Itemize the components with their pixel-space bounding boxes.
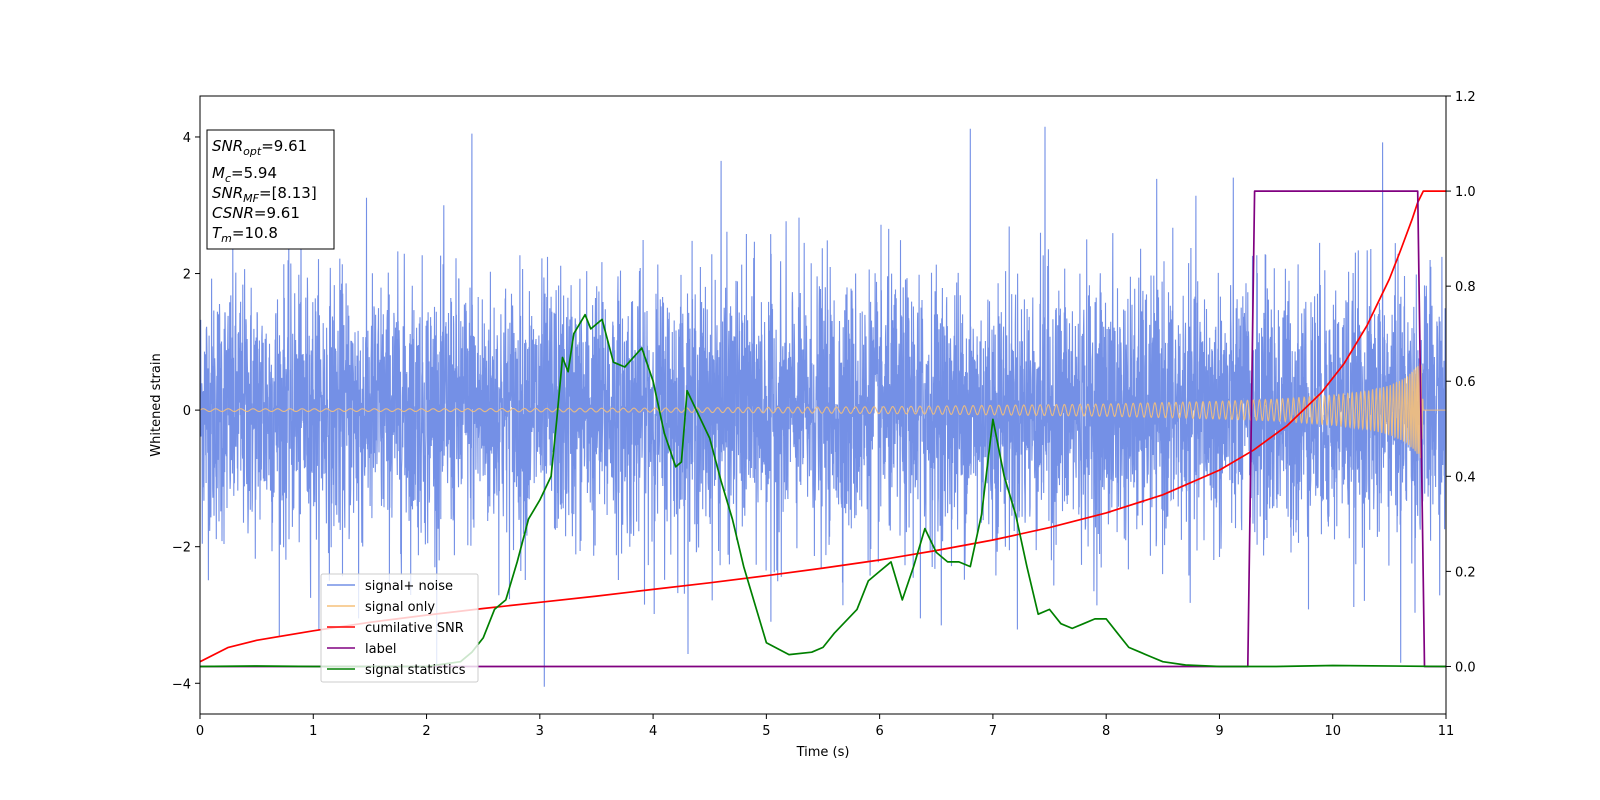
y-tick-label-left: −2 [172, 541, 191, 556]
legend-item-signal-statistics: signal statistics [327, 663, 466, 678]
svg-text:Tm=10.8: Tm=10.8 [212, 224, 278, 245]
x-tick-label: 10 [1324, 724, 1341, 739]
series-signal-only-line [200, 363, 1446, 459]
svg-text:CSNR=9.61: CSNR=9.61 [212, 204, 300, 222]
x-tick-label: 5 [762, 724, 770, 739]
y-tick-label-right: 1.0 [1455, 185, 1476, 200]
legend-label-signal-statistics: signal statistics [365, 663, 466, 678]
legend-label-label: label [365, 642, 396, 657]
y-tick-label-left: 4 [183, 131, 191, 146]
y-tick-label-right: 0.0 [1455, 660, 1476, 675]
x-tick-label: 2 [422, 724, 430, 739]
x-tick-label: 6 [875, 724, 883, 739]
y-tick-label-right: 1.2 [1455, 90, 1476, 105]
x-tick-label: 1 [309, 724, 317, 739]
y-tick-label-right: 0.6 [1455, 375, 1476, 390]
y-axis-label: Whitened strain [149, 353, 164, 456]
svg-text:Mc=5.94: Mc=5.94 [212, 164, 277, 185]
svg-text:SNRMF=[8.13]: SNRMF=[8.13] [212, 184, 317, 205]
series-signal-noise-line [200, 126, 1446, 687]
legend-item-signal-only: signal only [327, 600, 435, 615]
svg-text:SNRopt=9.61: SNRopt=9.61 [212, 137, 307, 158]
y-tick-label-left: −4 [172, 677, 191, 692]
legend-item-label: label [327, 642, 396, 657]
series-signal-statistics-line [200, 313, 1446, 668]
legend-label-signal-only: signal only [365, 600, 435, 615]
legend-item-cumulative-snr: cumilative SNR [327, 621, 464, 636]
legend-label-signal-noise: signal+ noise [365, 579, 453, 594]
y-tick-label-left: 2 [183, 268, 191, 283]
x-tick-label: 0 [196, 724, 204, 739]
legend-label-cumulative-snr: cumilative SNR [365, 621, 464, 636]
info-box: SNRopt=9.61 Mc=5.94 SNRMF=[8.13] CSNR=9.… [206, 129, 335, 250]
x-axis-label: Time (s) [796, 745, 850, 760]
x-tick-label: 4 [649, 724, 657, 739]
y-tick-label-right: 0.4 [1455, 470, 1476, 485]
legend-item-signal-noise: signal+ noise [327, 579, 453, 594]
y-tick-label-right: 0.2 [1455, 565, 1476, 580]
y-tick-label-left: 0 [183, 404, 191, 419]
legend: signal+ noise signal only cumilative SNR… [320, 573, 479, 683]
x-tick-label: 7 [989, 724, 997, 739]
x-tick-label: 11 [1438, 724, 1455, 739]
x-tick-label: 8 [1102, 724, 1110, 739]
plot-frame [199, 95, 1447, 715]
y-tick-label-right: 0.8 [1455, 280, 1476, 295]
x-tick-label: 3 [536, 724, 544, 739]
x-tick-label: 9 [1215, 724, 1223, 739]
